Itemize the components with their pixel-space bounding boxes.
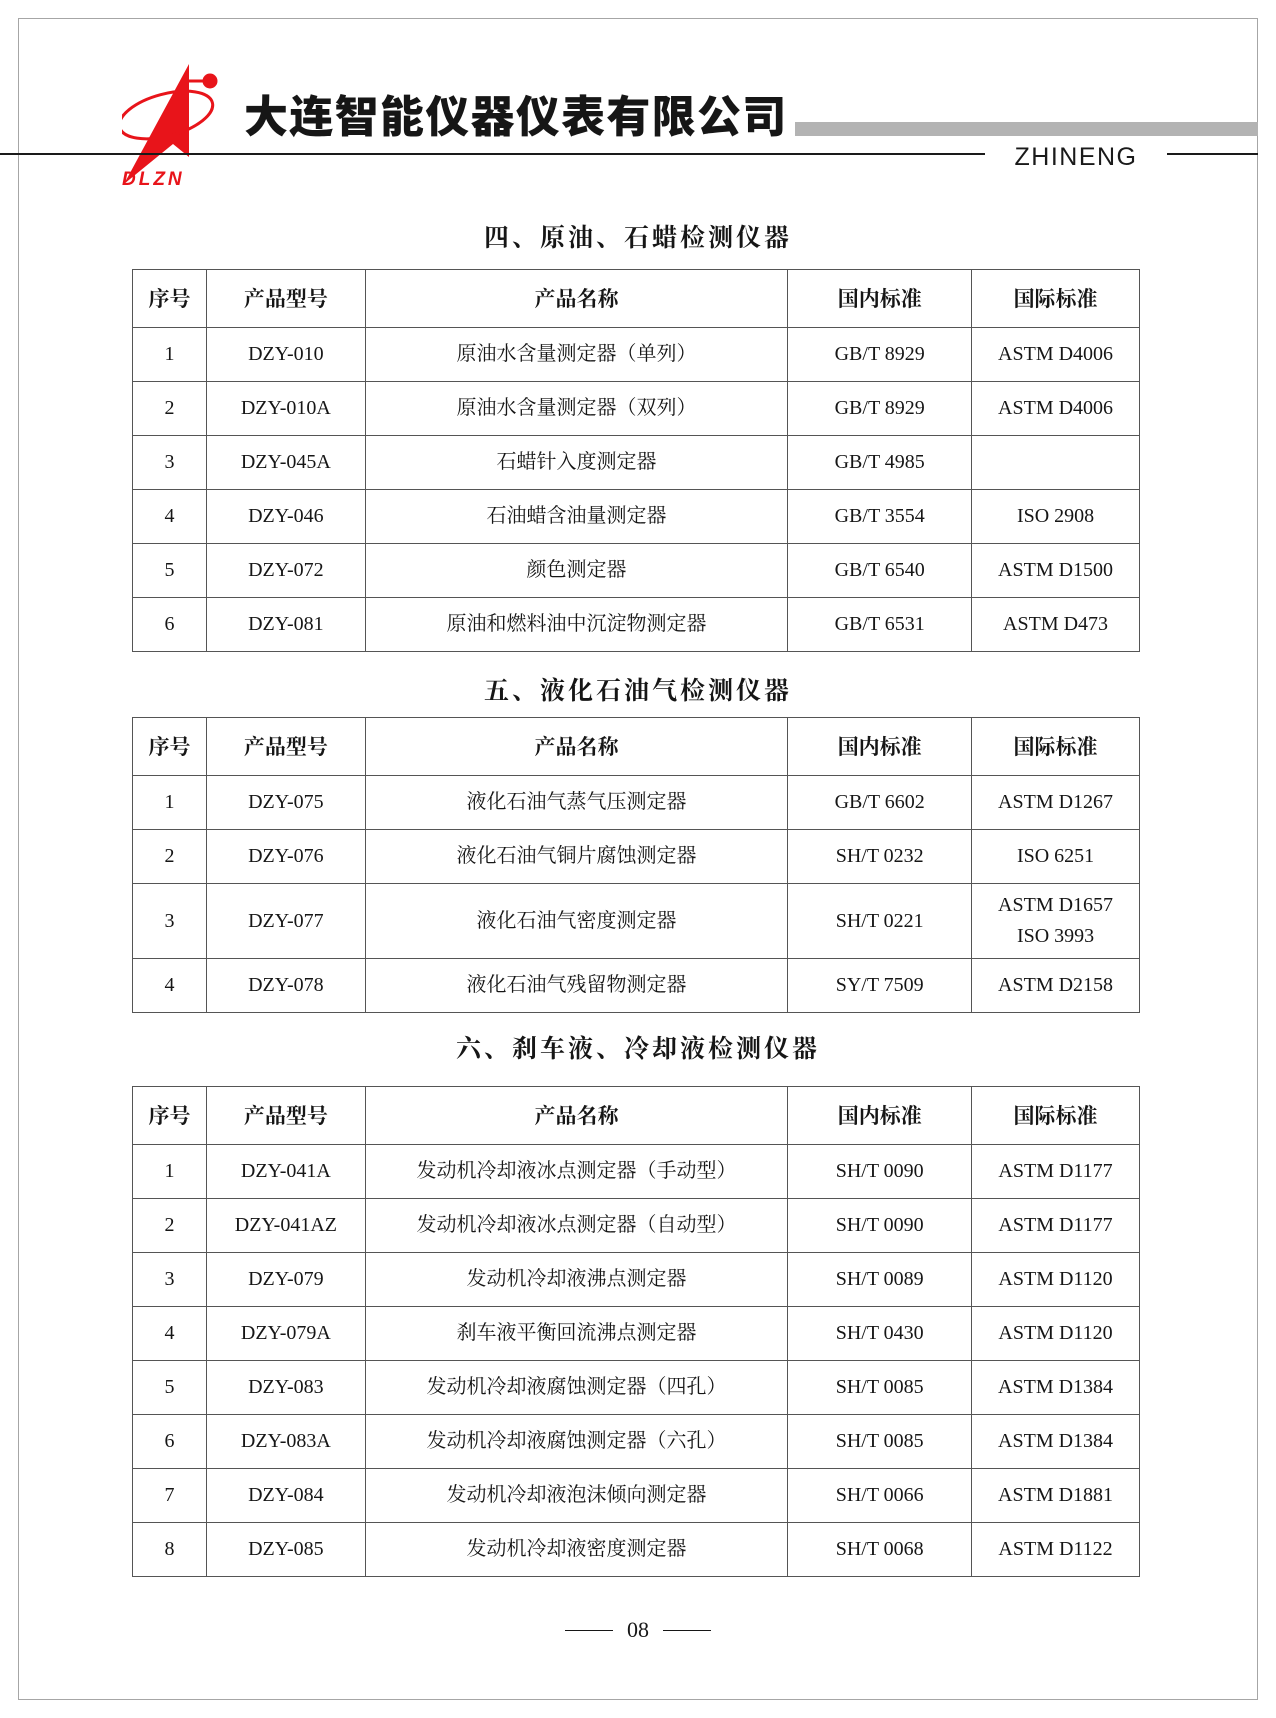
svg-text:DLZN: DLZN — [122, 169, 185, 190]
